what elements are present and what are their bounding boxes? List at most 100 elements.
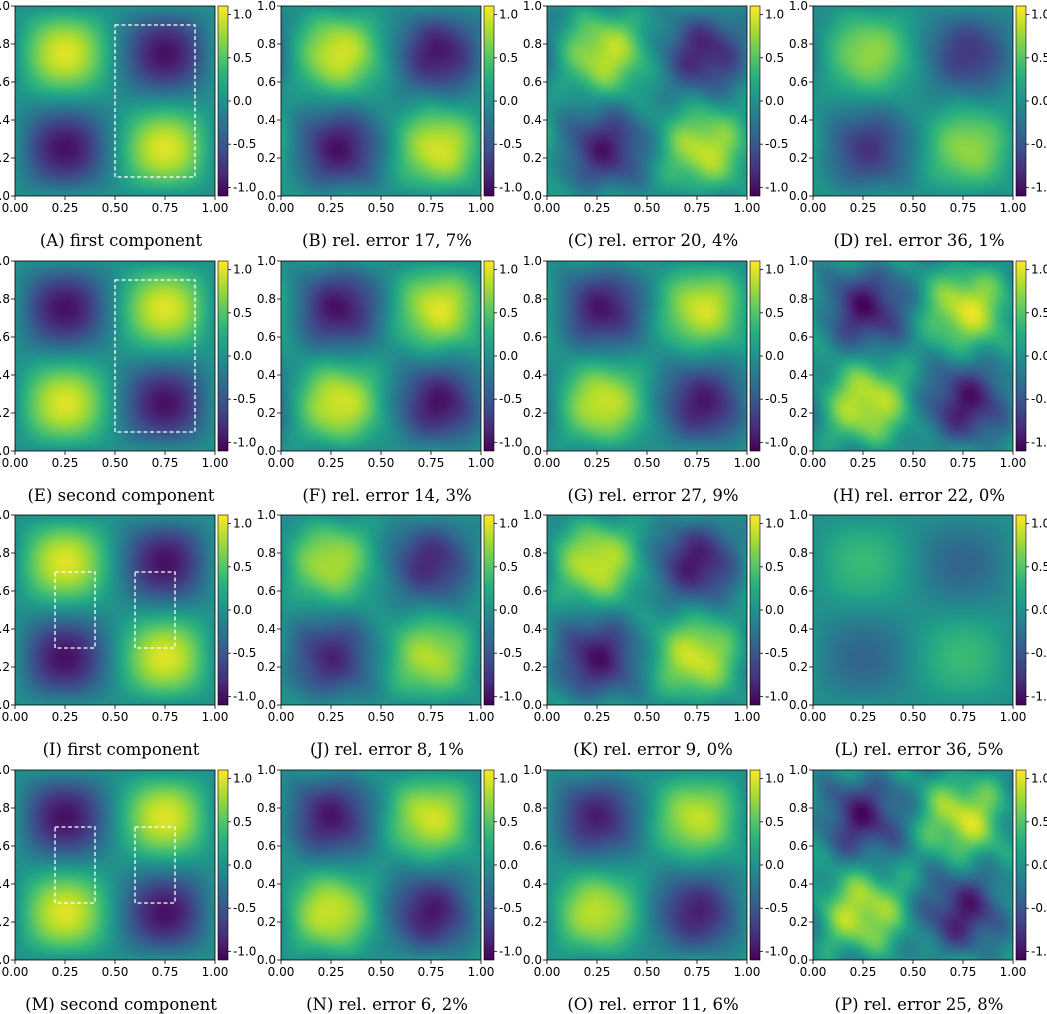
colorbar-tick-label: -0.5 — [233, 137, 256, 151]
x-tick-label: 0.50 — [368, 710, 395, 724]
heatmap — [281, 261, 481, 451]
y-tick-label: 1.0 — [789, 254, 808, 268]
x-tick-label: 0.50 — [900, 965, 927, 979]
subfigure-p: 0.00 0.25 0.50 0.75 1.00 0.0 0.2 0.4 0.6 0.8 1.0 1.… — [789, 763, 1047, 1014]
y-tick-label: 0.6 — [0, 330, 10, 344]
y-tick-label: 0.0 — [789, 953, 808, 967]
y-tick-label: 0.4 — [257, 113, 276, 127]
heatmap — [281, 6, 481, 196]
colorbar-tick-label: -0.5 — [765, 392, 788, 406]
colorbar-tick-label: -0.5 — [1031, 646, 1047, 660]
x-tick-label: 1.00 — [734, 456, 761, 470]
x-tick-label: 0.50 — [368, 456, 395, 470]
colorbar-tick-label: -0.5 — [499, 901, 522, 915]
y-tick-label: 0.6 — [257, 330, 276, 344]
heatmap — [547, 261, 747, 451]
y-tick-label: 0.4 — [789, 877, 808, 891]
heatmap — [15, 515, 215, 705]
colorbar-tick-label: 1.0 — [499, 8, 518, 22]
subfigure-caption: (C) rel. error 20, 4% — [568, 231, 738, 250]
y-tick-label: 0.0 — [789, 698, 808, 712]
colorbar-tick-label: 0.5 — [233, 51, 252, 65]
heatmap — [813, 770, 1013, 960]
x-tick-label: 0.75 — [152, 201, 179, 215]
colorbar-tick-label: -1.0 — [233, 689, 256, 703]
y-tick-label: 0.8 — [257, 292, 276, 306]
subdomain-box — [54, 826, 96, 904]
colorbar-tick-label: 1.0 — [499, 517, 518, 531]
subfigure-d: 0.00 0.25 0.50 0.75 1.00 0.0 0.2 0.4 0.6 0.8 1.0 1.… — [789, 0, 1047, 250]
y-tick-label: 0.0 — [257, 189, 276, 203]
colorbar — [483, 514, 495, 706]
colorbar — [483, 5, 495, 197]
y-tick-label: 0.2 — [789, 406, 808, 420]
x-tick-label: 1.00 — [734, 965, 761, 979]
colorbar-tick-label: 0.0 — [499, 94, 518, 108]
y-tick-label: 1.0 — [789, 763, 808, 777]
x-tick-label: 0.00 — [800, 456, 827, 470]
y-tick-label: 0.8 — [0, 546, 10, 560]
colorbar-tick-label: -0.5 — [1031, 392, 1047, 406]
colorbar-tick-label: -0.5 — [765, 137, 788, 151]
colorbar — [749, 769, 761, 961]
colorbar-tick-label: 0.0 — [233, 858, 252, 872]
y-tick-label: 0.6 — [0, 839, 10, 853]
x-tick-label: 0.50 — [900, 201, 927, 215]
subfigure-caption: (A) first component — [40, 231, 203, 250]
subfigure-l: 0.00 0.25 0.50 0.75 1.00 0.0 0.2 0.4 0.6 0.8 1.0 1.… — [789, 508, 1047, 759]
y-tick-label: 0.2 — [0, 915, 10, 929]
y-tick-label: 0.6 — [257, 75, 276, 89]
x-tick-label: 0.50 — [102, 965, 129, 979]
subfigure-g: 0.00 0.25 0.50 0.75 1.00 0.0 0.2 0.4 0.6 0.8 1.0 1.… — [523, 254, 789, 505]
y-tick-label: 0.6 — [523, 839, 542, 853]
x-tick-label: 0.25 — [850, 456, 877, 470]
y-tick-label: 0.4 — [0, 877, 10, 891]
y-tick-label: 0.6 — [0, 75, 10, 89]
colorbar-tick-label: -0.5 — [765, 646, 788, 660]
colorbar-tick-label: 1.0 — [233, 772, 252, 786]
x-tick-label: 0.50 — [634, 965, 661, 979]
colorbar-tick-label: -0.5 — [1031, 137, 1047, 151]
colorbar — [217, 260, 229, 452]
colorbar-tick-label: -1.0 — [1031, 180, 1047, 194]
y-tick-label: 0.2 — [789, 915, 808, 929]
colorbar-tick-label: -0.5 — [233, 646, 256, 660]
y-tick-label: 1.0 — [257, 0, 276, 13]
colorbar — [217, 769, 229, 961]
y-tick-label: 0.6 — [0, 584, 10, 598]
colorbar — [217, 514, 229, 706]
y-tick-label: 0.0 — [0, 189, 10, 203]
y-tick-label: 1.0 — [257, 763, 276, 777]
x-tick-label: 0.00 — [268, 710, 295, 724]
colorbar-tick-label: 0.5 — [233, 560, 252, 574]
colorbar-tick-label: -1.0 — [1031, 689, 1047, 703]
colorbar-tick-label: 0.5 — [499, 51, 518, 65]
subfigure-caption: (N) rel. error 6, 2% — [306, 995, 468, 1014]
x-tick-label: 0.25 — [584, 201, 611, 215]
x-tick-label: 0.00 — [534, 710, 561, 724]
colorbar-tick-label: 0.0 — [765, 858, 784, 872]
y-tick-label: 0.6 — [789, 75, 808, 89]
y-tick-label: 0.4 — [523, 113, 542, 127]
heatmap — [547, 515, 747, 705]
x-tick-label: 0.75 — [418, 456, 445, 470]
x-tick-label: 0.50 — [634, 201, 661, 215]
y-tick-label: 0.2 — [0, 406, 10, 420]
x-tick-label: 0.75 — [950, 201, 977, 215]
y-tick-label: 1.0 — [0, 508, 10, 522]
colorbar-tick-label: 0.5 — [233, 815, 252, 829]
y-tick-label: 0.4 — [0, 113, 10, 127]
subfigure-caption: (F) rel. error 14, 3% — [302, 486, 471, 505]
colorbar — [483, 260, 495, 452]
x-tick-label: 0.25 — [318, 456, 345, 470]
subfigure-h: 0.00 0.25 0.50 0.75 1.00 0.0 0.2 0.4 0.6 0.8 1.0 1.… — [789, 254, 1047, 505]
colorbar-tick-label: -1.0 — [499, 435, 522, 449]
colorbar-tick-label: 0.5 — [765, 306, 784, 320]
colorbar-tick-label: 1.0 — [233, 8, 252, 22]
x-tick-label: 0.75 — [950, 710, 977, 724]
colorbar-tick-label: 0.0 — [1031, 858, 1047, 872]
y-tick-label: 0.2 — [257, 406, 276, 420]
x-tick-label: 0.75 — [684, 456, 711, 470]
colorbar-tick-label: -1.0 — [765, 689, 788, 703]
